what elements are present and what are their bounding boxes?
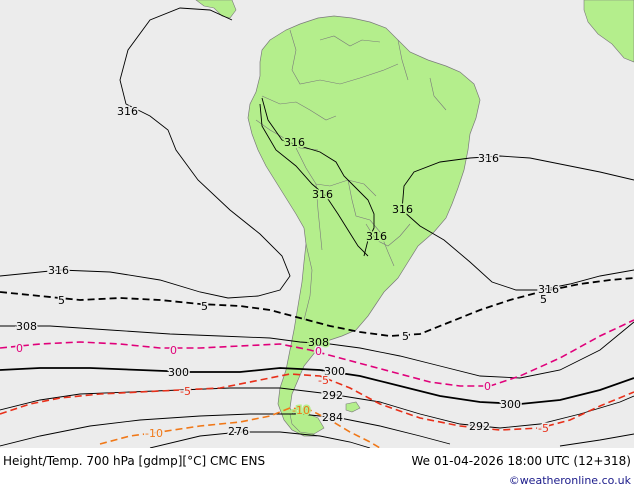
height-contours (0, 7, 634, 448)
height-label: 300 (168, 366, 189, 379)
height-label: 316 (478, 152, 499, 165)
temp-label: 0 (170, 344, 177, 357)
temp-label: -5 (318, 374, 329, 387)
contour-316-west (0, 7, 291, 299)
isotherm-0 (0, 319, 634, 387)
land-africa (583, 0, 634, 63)
contour-284 (0, 413, 451, 447)
map-footer: Height/Temp. 700 hPa [gdmp][°C] CMC ENS … (0, 448, 634, 490)
contour-316-east (401, 155, 634, 211)
height-label: 316 (312, 188, 333, 201)
land-tierra-del-fuego (289, 411, 325, 435)
forecast-map: 316 316 316 316 316 316 316 316 308 308 … (0, 0, 634, 448)
height-label: 300 (500, 398, 521, 411)
land-layer (195, 0, 634, 437)
height-labels: 316 316 316 316 316 316 316 316 308 308 … (15, 104, 561, 440)
temp-label: -10 (145, 427, 163, 440)
height-label: 300 (324, 365, 345, 378)
credit-link[interactable]: ©weatheronline.co.uk (508, 474, 631, 487)
height-label: 316 (117, 105, 138, 118)
temp-label: 5 (58, 294, 65, 307)
temp-label: -5 (180, 385, 191, 398)
temp-label: 5 (540, 293, 547, 306)
height-label: 308 (308, 336, 329, 349)
contour-east-lower (559, 433, 634, 447)
land-south-america (247, 15, 481, 437)
temp-label: -10 (292, 404, 310, 417)
contour-316-south-east (401, 209, 634, 291)
height-label: 284 (322, 411, 343, 424)
height-label: 316 (284, 136, 305, 149)
contour-300 (0, 367, 634, 405)
contour-292 (0, 387, 634, 429)
map-title: Height/Temp. 700 hPa [gdmp][°C] CMC ENS (3, 454, 266, 468)
isotherm-5 (0, 277, 634, 337)
height-label: 316 (366, 230, 387, 243)
temp-label: 0 (16, 342, 23, 355)
temperature-contours (0, 277, 634, 448)
isotherm-minus10 (99, 407, 381, 448)
temp-label: 5 (402, 330, 409, 343)
height-label: 276 (228, 425, 249, 438)
country-borders (255, 29, 447, 321)
height-label: 316 (392, 203, 413, 216)
temp-label: 0 (484, 380, 491, 393)
valid-time: We 01-04-2026 18:00 UTC (12+318) (411, 454, 631, 468)
contour-316-andes (261, 97, 375, 257)
contour-276 (149, 431, 371, 448)
height-label: 308 (16, 320, 37, 333)
land-falklands (345, 401, 361, 413)
temp-label: 0 (315, 345, 322, 358)
height-label: 292 (322, 389, 343, 402)
isotherm-minus5 (0, 373, 634, 431)
contour-308 (0, 321, 634, 379)
height-label: 316 (538, 283, 559, 296)
temp-label: 5 (201, 300, 208, 313)
height-label: 316 (48, 264, 69, 277)
contour-316-andes-2 (259, 103, 369, 257)
height-label: 292 (469, 420, 490, 433)
temperature-labels: 5 5 5 5 0 0 0 0 -5 -5 -5 -10 -10 (15, 292, 551, 442)
temp-label: -5 (538, 422, 549, 435)
